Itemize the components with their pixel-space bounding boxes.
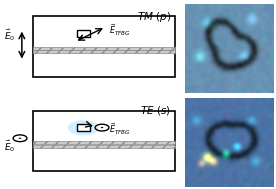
- Bar: [33, 141, 175, 144]
- Text: $\vec{E}_0$: $\vec{E}_0$: [4, 27, 16, 43]
- Bar: [33, 47, 175, 50]
- Bar: [76, 30, 90, 37]
- Circle shape: [68, 120, 99, 135]
- Text: $\vec{E}_{TFBG}$: $\vec{E}_{TFBG}$: [109, 23, 131, 38]
- Bar: [33, 50, 175, 53]
- Text: $TE\ (s)$: $TE\ (s)$: [140, 105, 171, 118]
- Bar: [33, 16, 175, 77]
- Circle shape: [19, 138, 21, 139]
- Text: $\vec{E}_{TFBG}$: $\vec{E}_{TFBG}$: [109, 121, 131, 137]
- Circle shape: [101, 127, 103, 128]
- Bar: [33, 145, 175, 148]
- Bar: [76, 125, 90, 131]
- Text: $TM\ (p)$: $TM\ (p)$: [137, 10, 171, 24]
- Bar: [33, 111, 175, 171]
- Text: $\vec{E}_0$: $\vec{E}_0$: [4, 138, 16, 154]
